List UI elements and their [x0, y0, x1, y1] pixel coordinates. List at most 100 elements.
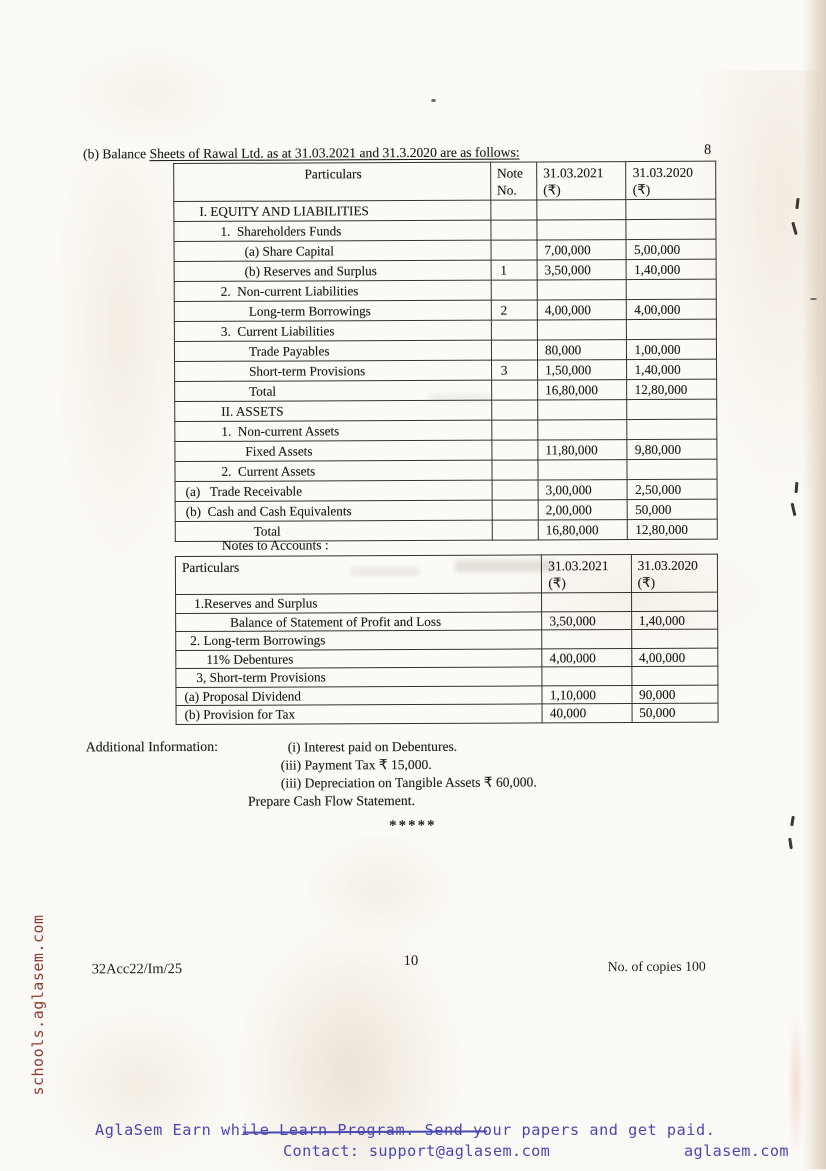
table-cell-y2020: [627, 399, 717, 420]
table-cell-y2020: [626, 199, 716, 220]
table-cell-y2021: [537, 399, 628, 420]
table-cell-y2020: [631, 666, 718, 686]
table-cell-y2021: [536, 219, 627, 240]
table-row: (b) Provision for Tax 40,000 50,000: [176, 703, 719, 725]
table-cell-note: [491, 399, 538, 421]
additional-information-items: (i) Interest paid on Debentures. (iii) Pa…: [281, 737, 537, 792]
table-row: Balance of Statement of Profit and Loss 3…: [175, 610, 718, 632]
table-row: (a) Proposal Dividend 1,10,000 90,000: [175, 684, 719, 706]
table-cell-y2020: 5,00,000: [626, 239, 717, 260]
table-cell-particulars: Total: [174, 380, 492, 402]
table-cell-note: [491, 379, 538, 401]
table-cell-y2021: 16,80,000: [538, 519, 628, 540]
table-row: 2. Non-current Liabilities: [174, 279, 717, 302]
table-cell-particulars: 1. Non-current Assets: [174, 420, 492, 442]
table-cell-y2021: 7,00,000: [536, 239, 627, 260]
table-row: Long-term Borrowings 2 4,00,000 4,00,000: [174, 299, 717, 322]
question-title-underlined: Sheets of Rawal Ltd. as at 31.03.2021 an…: [149, 144, 520, 162]
table-cell-y2021: 40,000: [542, 703, 632, 723]
table-cell-y2020: 4,00,000: [626, 299, 717, 320]
table-cell-y2021: 1,10,000: [542, 685, 632, 704]
table-cell-note: [490, 239, 538, 261]
table-cell-y2020: [626, 279, 717, 300]
table-row: 2. Current Assets: [174, 459, 718, 482]
header-particulars: Particulars: [173, 162, 491, 202]
table-header-row: Particulars 31.03.2021 (₹) 31.03.2020 (₹): [175, 554, 718, 595]
notes-to-accounts-table: Particulars 31.03.2021 (₹) 31.03.2020 (₹) …: [175, 554, 719, 725]
table-cell-note: [490, 199, 537, 221]
table-cell-y2020: [631, 629, 718, 649]
table-row: Total 16,80,000 12,80,000: [174, 379, 717, 402]
additional-information-label: Additional Information:: [85, 738, 218, 755]
table-cell-particulars: Long-term Borrowings: [174, 300, 492, 322]
question-title: (b) Balance Sheets of Rawal Ltd. as at 3…: [83, 145, 520, 163]
table-cell-particulars: I. EQUITY AND LIABILITIES: [173, 200, 491, 222]
table-row: Trade Payables 80,000 1,00,000: [174, 339, 717, 362]
table-cell-note: [491, 339, 538, 361]
page-number: 10: [403, 952, 419, 970]
banner-line1: AglaSem Earn while Learn Program. Send y…: [95, 1121, 716, 1139]
table-row: 1.Reserves and Surplus: [175, 592, 718, 614]
table-row: (a) Share Capital 7,00,000 5,00,000: [174, 239, 717, 262]
table-cell-particulars: 1. Shareholders Funds: [173, 220, 491, 242]
table-cell-particulars: (a) Share Capital: [174, 240, 491, 262]
table-cell-y2021: 16,80,000: [537, 379, 628, 400]
scan-artifact-mark: [810, 298, 817, 300]
table-cell-particulars: (b) Reserves and Surplus: [174, 260, 491, 282]
table-cell-particulars: 11% Debentures: [175, 648, 543, 669]
table-cell-y2021: [537, 279, 627, 300]
table-cell-particulars: Balance of Statement of Profit and Loss: [175, 611, 543, 632]
table-cell-y2020: [627, 459, 718, 480]
table-cell-note: 1: [490, 259, 538, 281]
notes-to-accounts-heading: Notes to Accounts :: [221, 537, 329, 553]
table-cell-particulars: (a) Proposal Dividend: [175, 685, 543, 706]
table-cell-particulars: (a) Trade Receivable: [175, 480, 492, 502]
table-row: 2. Long-term Borrowings: [175, 629, 718, 651]
table-cell-y2020: 50,000: [631, 703, 719, 723]
table-cell-particulars: 3. Current Liabilities: [174, 320, 492, 342]
table-cell-note: [491, 419, 538, 441]
table-cell-y2021: [542, 666, 632, 686]
table-cell-particulars: Trade Payables: [174, 340, 492, 362]
table-cell-particulars: II. ASSETS: [174, 400, 492, 422]
header-note-no: Note No.: [490, 161, 537, 201]
table-cell-note: [491, 439, 538, 461]
table-cell-note: [490, 279, 538, 301]
table-cell-y2020: 1,00,000: [626, 339, 717, 360]
table-cell-y2021: [542, 629, 632, 649]
table-cell-particulars: 2. Non-current Liabilities: [174, 280, 492, 302]
table-cell-note: [491, 519, 539, 541]
table-row: II. ASSETS: [174, 399, 717, 422]
table-cell-note: [491, 499, 539, 521]
question-title-prefix: (b) Balance: [83, 146, 150, 162]
scan-artifact-mark: [431, 99, 436, 102]
table-row: 3. Current Liabilities: [174, 319, 717, 342]
table-row: 1. Shareholders Funds: [173, 219, 716, 242]
banner-contact-email: Contact: support@aglasem.com: [283, 1142, 551, 1160]
table-cell-y2020: 9,80,000: [627, 439, 717, 460]
table-row: 3, Short-term Provisions: [175, 666, 718, 688]
balance-sheet-table: Particulars Note No. 31.03.2021 (₹) 31.03.…: [173, 161, 718, 542]
table-cell-particulars: (b) Provision for Tax: [176, 703, 543, 725]
table-cell-y2021: 1,50,000: [537, 359, 628, 380]
table-cell-note: [491, 459, 539, 481]
question-marks: 8: [704, 142, 712, 158]
table-cell-note: [491, 479, 539, 501]
table-cell-particulars: 1.Reserves and Surplus: [175, 592, 542, 614]
prepare-instruction: Prepare Cash Flow Statement.: [247, 792, 416, 809]
table-row: (b) Reserves and Surplus 1 3,50,000 1,40,00…: [174, 259, 717, 282]
header-31-03-2020: 31.03.2020 (₹): [631, 554, 718, 593]
side-vertical-watermark: schools.aglasem.com: [29, 914, 47, 1096]
table-row: Fixed Assets 11,80,000 9,80,000: [174, 439, 717, 462]
table-cell-y2021: 11,80,000: [537, 439, 628, 460]
table-cell-y2020: 1,40,000: [627, 359, 717, 380]
table-cell-particulars: 3, Short-term Provisions: [175, 666, 543, 688]
table-cell-y2020: 12,80,000: [627, 379, 717, 400]
table-cell-y2020: 2,50,000: [627, 479, 718, 500]
table-cell-y2021: 4,00,000: [537, 299, 627, 320]
table-cell-note: 3: [491, 359, 538, 381]
table-cell-y2021: [536, 199, 627, 220]
table-cell-y2020: [626, 219, 716, 240]
header-31-03-2021: 31.03.2021 (₹): [536, 161, 627, 200]
